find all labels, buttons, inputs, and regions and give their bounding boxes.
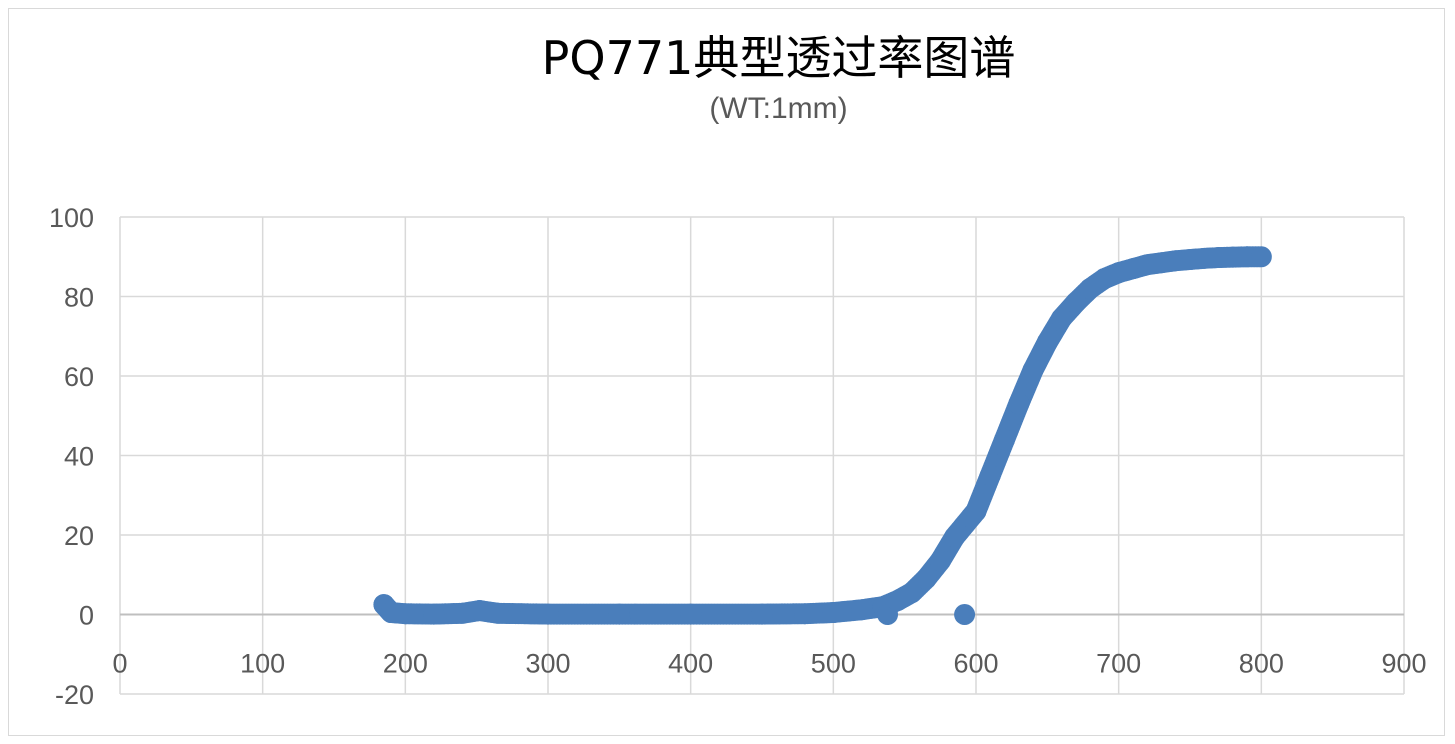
data-point (1051, 307, 1073, 329)
y-tick-label: 80 (64, 283, 94, 313)
data-point (608, 603, 630, 625)
data-point (1022, 359, 1044, 381)
data-point (1250, 246, 1272, 268)
y-tick-label: 100 (49, 203, 94, 233)
data-point (469, 600, 491, 622)
x-tick-label: 200 (383, 649, 428, 679)
data-point (1065, 291, 1087, 313)
data-point (794, 603, 816, 625)
data-point (822, 602, 844, 624)
data-point (680, 603, 702, 625)
data-point (423, 603, 445, 625)
y-tick-label: -20 (55, 680, 94, 710)
data-point (954, 604, 976, 625)
data-point (901, 582, 923, 604)
data-point (929, 550, 951, 572)
x-tick-label: 700 (1096, 649, 1141, 679)
x-tick-label: 900 (1381, 649, 1426, 679)
y-tick-label: 0 (79, 601, 94, 631)
data-point (537, 603, 559, 625)
x-tick-label: 0 (112, 649, 127, 679)
x-tick-label: 300 (525, 649, 570, 679)
data-point (1008, 393, 1030, 415)
chart-title: PQ771典型透过率图谱 (541, 31, 1016, 85)
y-tick-label: 40 (64, 442, 94, 472)
y-tick-label: 60 (64, 362, 94, 392)
x-tick-label: 600 (953, 649, 998, 679)
data-point (1036, 331, 1058, 353)
x-tick-label: 400 (668, 649, 713, 679)
x-tick-label: 800 (1239, 649, 1284, 679)
x-tick-label: 100 (240, 649, 285, 679)
data-point (851, 599, 873, 621)
data-point (944, 526, 966, 548)
data-point (394, 603, 416, 625)
data-point (751, 603, 773, 625)
chart-subtitle: (WT:1mm) (709, 92, 848, 125)
data-point (915, 568, 937, 590)
y-tick-label: 20 (64, 521, 94, 551)
data-point (965, 500, 987, 522)
data-point (451, 602, 473, 624)
x-tick-label: 500 (811, 649, 856, 679)
data-point (979, 464, 1001, 486)
data-point (994, 429, 1016, 451)
data-point (487, 602, 509, 624)
